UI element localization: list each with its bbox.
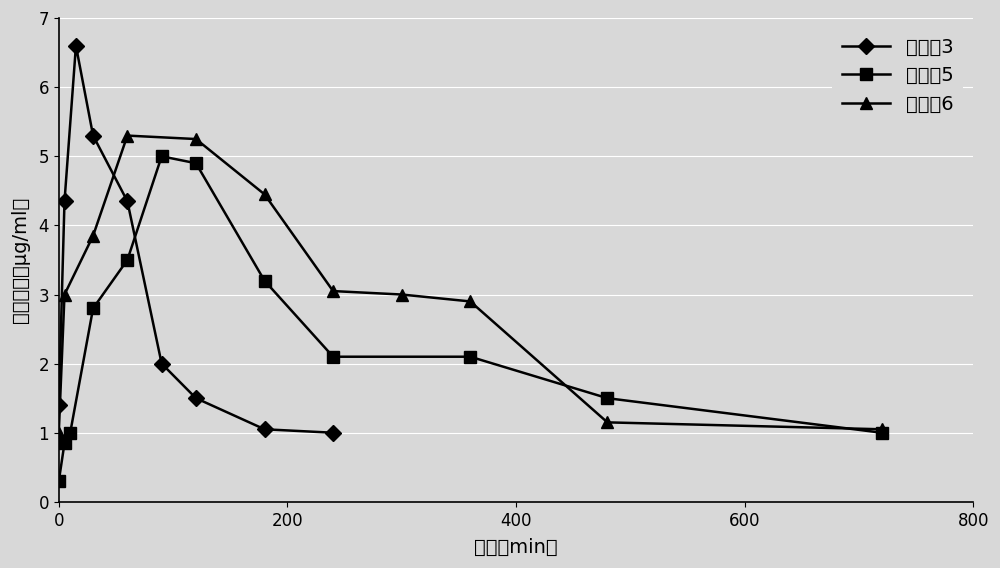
比较例3 xyxy=(259,426,271,433)
实施例6 xyxy=(87,232,99,239)
实施例6 xyxy=(53,429,65,436)
实施例6 xyxy=(59,291,71,298)
比较例3 xyxy=(59,198,71,204)
实施例5 xyxy=(876,429,888,436)
比较例3 xyxy=(327,429,339,436)
比较例3 xyxy=(156,360,168,367)
实施例5 xyxy=(190,160,202,166)
比较例3 xyxy=(190,395,202,402)
实施例5 xyxy=(121,257,133,264)
实施例6 xyxy=(190,136,202,143)
比较例3 xyxy=(53,402,65,408)
Line: 实施例6: 实施例6 xyxy=(59,136,882,433)
实施例5 xyxy=(601,395,613,402)
实施例6 xyxy=(601,419,613,426)
实施例5 xyxy=(259,277,271,284)
Line: 比较例3: 比较例3 xyxy=(59,46,333,433)
实施例5 xyxy=(64,429,76,436)
实施例6 xyxy=(121,132,133,139)
比较例3 xyxy=(121,198,133,204)
Line: 实施例5: 实施例5 xyxy=(59,156,882,481)
实施例6 xyxy=(396,291,408,298)
实施例5 xyxy=(87,305,99,312)
比较例3 xyxy=(70,43,82,49)
实施例5 xyxy=(327,353,339,360)
实施例6 xyxy=(464,298,476,305)
实施例6 xyxy=(327,287,339,294)
实施例6 xyxy=(876,426,888,433)
实施例5 xyxy=(53,478,65,485)
Legend: 比较例3, 实施例5, 实施例6: 比较例3, 实施例5, 实施例6 xyxy=(832,28,963,124)
X-axis label: 时间（min）: 时间（min） xyxy=(474,538,558,557)
实施例5 xyxy=(156,153,168,160)
比较例3 xyxy=(87,132,99,139)
实施例6 xyxy=(259,191,271,198)
实施例5 xyxy=(59,440,71,446)
Y-axis label: 药物浓度（μg/ml）: 药物浓度（μg/ml） xyxy=(11,197,30,323)
实施例5 xyxy=(464,353,476,360)
